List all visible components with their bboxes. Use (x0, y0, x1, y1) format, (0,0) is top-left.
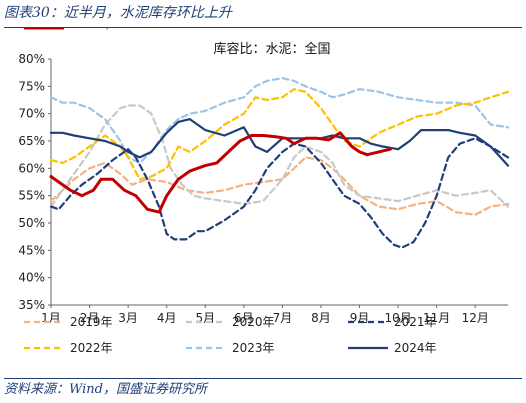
source-note: 资料来源：Wind，国盛证券研究所 (4, 382, 207, 397)
y-tick-label: 50% (18, 216, 45, 230)
x-tick-label: 2月 (80, 311, 100, 325)
series-line-2 (49, 104, 510, 208)
y-tick-label: 55% (18, 189, 45, 203)
x-tick-label: 6月 (234, 311, 254, 325)
chart-series (49, 76, 510, 249)
header-rule (4, 27, 522, 28)
legend-label: 2019年 (70, 315, 113, 329)
figure-title: 图表30：近半月，水泥库存环比上升 (4, 5, 232, 21)
x-tick-label: 9月 (350, 311, 370, 325)
chart-title: 库容比：水泥：全国 (213, 41, 330, 57)
x-tick-label: 12月 (462, 311, 489, 325)
y-tick-label: 40% (18, 271, 45, 285)
chart-legend: 2019年 2020年 2021年 2022年 2023年 2024年 2025年 (24, 28, 437, 355)
legend-label: 2023年 (232, 341, 275, 355)
y-tick-label: 75% (18, 79, 45, 93)
series-line-6 (49, 117, 510, 167)
series-line-1 (49, 156, 510, 216)
x-tick-label: 4月 (157, 311, 177, 325)
legend-label: 2022年 (70, 341, 113, 355)
x-tick-label: 7月 (273, 311, 293, 325)
legend-label: 2025年 (70, 28, 113, 31)
footer-rule (4, 378, 522, 379)
series-line-5 (49, 76, 510, 164)
series-line-7 (49, 131, 392, 214)
x-tick-label: 3月 (118, 311, 138, 325)
x-tick-label: 10月 (384, 311, 411, 325)
y-tick-label: 60% (18, 161, 45, 175)
x-tick-label: 8月 (311, 311, 331, 325)
y-tick-label: 35% (18, 298, 45, 312)
legend-label: 2020年 (232, 315, 275, 329)
y-tick-label: 80% (18, 52, 45, 66)
chart: 35%40%45%50%55%60%65%70%75%80%1月 2月 3月 4月 5月… (18, 28, 510, 355)
series-line-3 (49, 137, 510, 249)
y-tick-label: 70% (18, 107, 45, 121)
x-tick-label: 11月 (423, 311, 450, 325)
legend-label: 2021年 (394, 315, 437, 329)
legend-label: 2024年 (394, 341, 437, 355)
chart-axes: 35%40%45%50%55%60%65%70%75%80%1月 2月 3月 4月 5月… (18, 52, 508, 325)
y-tick-label: 65% (18, 134, 45, 148)
y-tick-label: 45% (18, 243, 45, 257)
